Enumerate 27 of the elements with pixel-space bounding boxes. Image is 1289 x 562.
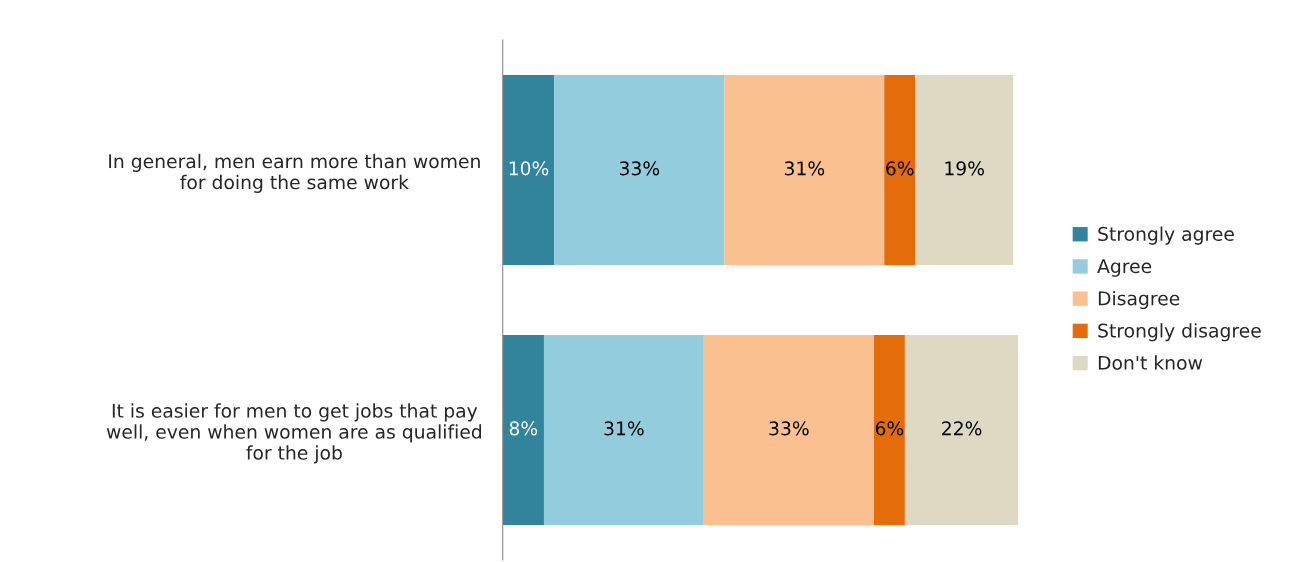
bar — [724, 75, 885, 265]
data-label: 10% — [509, 161, 549, 176]
legend-label: Strongly disagree — [1098, 323, 1261, 342]
data-label: 33% — [619, 161, 660, 176]
bar — [543, 335, 704, 525]
data-label: 31% — [604, 421, 644, 436]
legend-label: Disagree — [1098, 290, 1180, 310]
data-label: 19% — [945, 161, 984, 176]
data-label: 6% — [886, 161, 914, 176]
data-label: 6% — [875, 421, 904, 436]
bar — [915, 75, 1014, 265]
bar — [703, 335, 874, 525]
bar — [884, 75, 916, 265]
data-label: 22% — [942, 421, 982, 436]
bar — [502, 75, 555, 265]
bar — [873, 335, 905, 525]
data-label: 8% — [509, 421, 538, 436]
y-tick-label: It is easier for men to get jobs that pay well, even when women are as qualified for the job — [106, 403, 482, 464]
data-label: 31% — [784, 161, 825, 176]
bar — [502, 335, 544, 525]
y-tick-label: In general, men earn more than women for doing the same work — [109, 153, 480, 193]
data-label: 33% — [769, 421, 809, 436]
legend-label: Don't know — [1098, 355, 1203, 370]
bar — [554, 75, 725, 265]
bar — [904, 335, 1019, 525]
legend-label: Agree — [1097, 259, 1152, 277]
legend-label: Strongly agree — [1098, 226, 1234, 245]
